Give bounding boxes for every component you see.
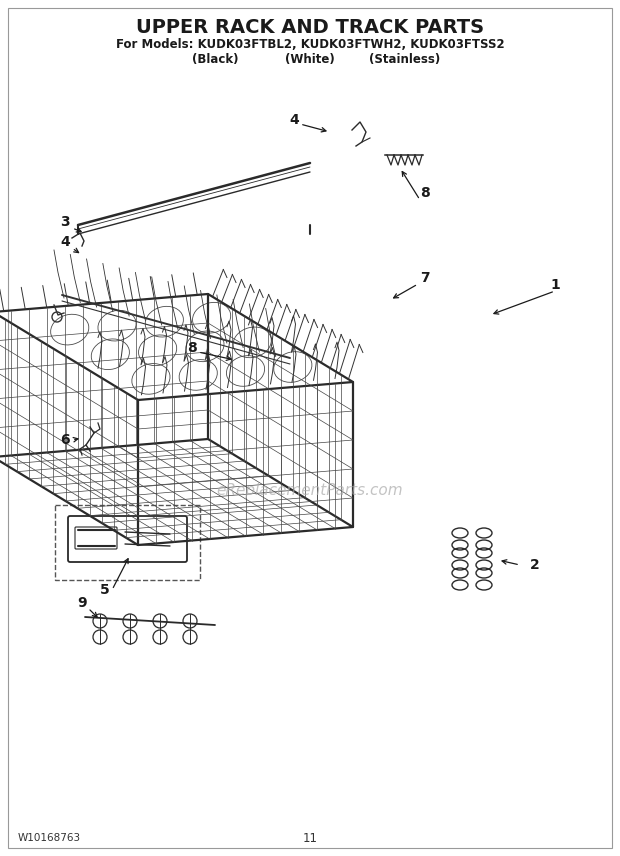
Text: (Black): (Black) bbox=[192, 53, 238, 66]
Text: 3: 3 bbox=[60, 215, 70, 229]
Text: 9: 9 bbox=[77, 596, 87, 610]
Text: (White): (White) bbox=[285, 53, 335, 66]
Text: For Models: KUDK03FTBL2, KUDK03FTWH2, KUDK03FTSS2: For Models: KUDK03FTBL2, KUDK03FTWH2, KU… bbox=[116, 38, 504, 51]
Text: 5: 5 bbox=[100, 583, 110, 597]
Text: 7: 7 bbox=[420, 271, 430, 285]
Text: 8: 8 bbox=[420, 186, 430, 200]
Text: 2: 2 bbox=[530, 558, 540, 572]
Text: (Stainless): (Stainless) bbox=[370, 53, 441, 66]
Text: 8: 8 bbox=[187, 341, 197, 355]
Text: 4: 4 bbox=[60, 235, 70, 249]
Text: eReplacementParts.com: eReplacementParts.com bbox=[216, 483, 404, 497]
Text: UPPER RACK AND TRACK PARTS: UPPER RACK AND TRACK PARTS bbox=[136, 18, 484, 37]
Text: 11: 11 bbox=[303, 831, 317, 845]
Text: 6: 6 bbox=[60, 433, 70, 447]
Text: 1: 1 bbox=[550, 278, 560, 292]
Text: 4: 4 bbox=[289, 113, 299, 127]
Text: W10168763: W10168763 bbox=[18, 833, 81, 843]
